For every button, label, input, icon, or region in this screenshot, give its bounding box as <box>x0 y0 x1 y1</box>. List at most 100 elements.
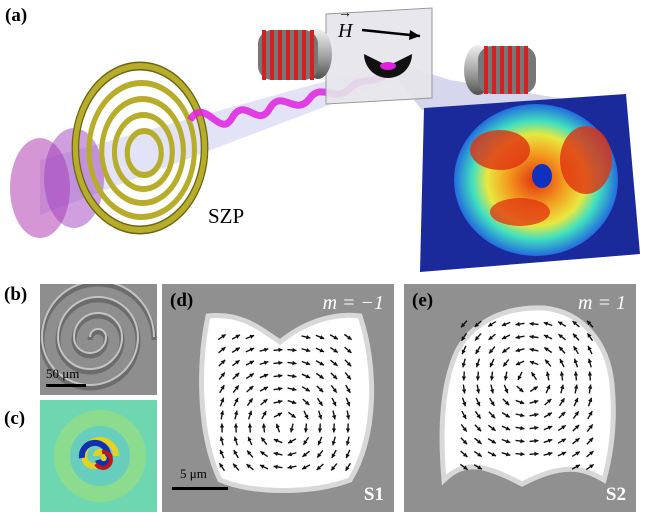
magnetization-arrow <box>475 345 481 355</box>
magnetization-arrow <box>529 438 539 444</box>
magnetization-arrow <box>219 384 225 394</box>
magnetization-arrow <box>558 411 566 419</box>
panel-e-sample: S2 <box>605 484 626 505</box>
magnetization-arrow <box>515 348 525 353</box>
magnetization-arrow <box>331 423 337 433</box>
magnetization-arrow <box>316 463 324 471</box>
detector-image <box>420 94 640 272</box>
magnetization-arrow <box>261 423 267 433</box>
magnetization-arrow <box>573 358 579 368</box>
magnetization-arrow <box>474 320 482 328</box>
magnetization-arrow <box>529 347 539 353</box>
magnetization-arrow <box>315 334 325 340</box>
magnetization-arrow <box>344 372 352 380</box>
magnetization-arrow <box>302 436 310 446</box>
magnetization-arrow <box>573 397 579 407</box>
magnetization-arrow <box>316 397 324 407</box>
magnetization-arrow <box>231 334 241 340</box>
magnetization-arrow <box>218 372 226 380</box>
magnetization-arrow <box>345 449 351 459</box>
magnetization-arrow <box>487 451 497 457</box>
magnetization-arrow <box>558 333 566 341</box>
magnetization-arrow <box>501 425 511 431</box>
magnetization-arrow <box>331 449 337 459</box>
magnetization-arrow <box>301 373 311 379</box>
magnetization-arrow <box>475 397 481 407</box>
magnetization-arrow <box>301 386 311 392</box>
panel-label-c: (c) <box>4 408 26 429</box>
magnetization-arrow <box>219 423 225 433</box>
magnetization-arrow <box>273 451 283 457</box>
magnetization-arrow <box>543 334 553 340</box>
magnetization-arrow <box>345 423 351 433</box>
field-vector-arrow: → <box>338 6 352 21</box>
magnetization-arrow <box>529 321 539 327</box>
magnetization-arrow <box>460 437 468 445</box>
magnetization-arrow <box>218 359 226 367</box>
panel-d-mode: m = −1 <box>322 292 384 314</box>
magnetization-arrow <box>231 347 241 353</box>
coil-right <box>464 45 536 95</box>
magnetization-arrow <box>515 399 525 405</box>
magnetization-arrow <box>329 346 339 354</box>
magnetization-arrow <box>489 371 495 381</box>
magnetization-arrow <box>573 371 579 381</box>
magnetization-arrow <box>330 384 338 394</box>
magnetization-arrow <box>345 410 351 420</box>
magnetization-arrow <box>529 412 539 418</box>
magnetization-arrow <box>487 424 497 432</box>
magnetization-arrow <box>303 410 309 420</box>
magnetization-arrow <box>260 398 268 406</box>
magnetization-arrow <box>302 398 310 406</box>
magnetization-arrow <box>289 423 295 433</box>
magnetization-arrow <box>515 451 525 457</box>
magnetization-arrow <box>287 386 297 392</box>
magnetization-arrow <box>515 425 525 431</box>
magnetization-arrow <box>543 321 553 327</box>
magnetization-arrow <box>330 359 338 367</box>
magnetization-arrow <box>573 345 579 355</box>
magnetization-arrow <box>543 412 553 418</box>
magnetization-arrow <box>461 358 466 368</box>
magnetization-arrow <box>529 334 539 340</box>
magnetization-arrow <box>231 359 241 367</box>
magnetization-arrow <box>557 438 567 444</box>
magnetization-arrow <box>586 450 594 458</box>
magnetization-arrow <box>488 333 496 341</box>
magnetization-arrow <box>475 358 481 368</box>
magnetization-arrow <box>585 463 595 471</box>
magnetization-arrow <box>345 436 351 446</box>
magnetization-arrow <box>572 410 580 420</box>
magnetization-arrow <box>246 450 254 458</box>
magnetization-arrow <box>559 358 565 368</box>
panel-e: m = 1 S2 <box>404 284 636 512</box>
magnetization-arrow <box>530 371 538 381</box>
magnetization-arrow <box>557 451 567 457</box>
magnetization-arrow <box>587 358 592 368</box>
field-label: H <box>338 20 353 42</box>
magnetization-arrow <box>558 346 566 354</box>
magnetization-arrow <box>474 437 482 445</box>
magnetization-arrow <box>502 398 510 406</box>
magnetization-arrow <box>301 334 311 340</box>
magnetization-arrow <box>275 423 281 433</box>
magnetization-arrow <box>557 321 567 327</box>
magnetization-arrow <box>219 449 225 459</box>
magnetization-arrow <box>217 333 227 341</box>
magnetization-arrow <box>543 451 553 456</box>
magnetization-arrow <box>515 334 525 340</box>
magnetization-arrow <box>474 410 482 420</box>
magnetization-arrow <box>233 410 239 420</box>
magnetization-arrow <box>218 462 226 472</box>
magnetization-arrow <box>287 452 297 457</box>
magnetization-arrow <box>246 397 254 407</box>
magnetization-arrow <box>475 371 481 381</box>
szp-phase-map <box>40 400 157 512</box>
panel-d-sample: S1 <box>363 484 384 505</box>
magnetization-arrow <box>259 373 269 379</box>
magnetization-arrow <box>232 372 240 380</box>
magnetization-arrows-d <box>217 333 353 472</box>
magnetization-arrow <box>344 346 352 354</box>
magnetization-arrow <box>460 320 468 328</box>
